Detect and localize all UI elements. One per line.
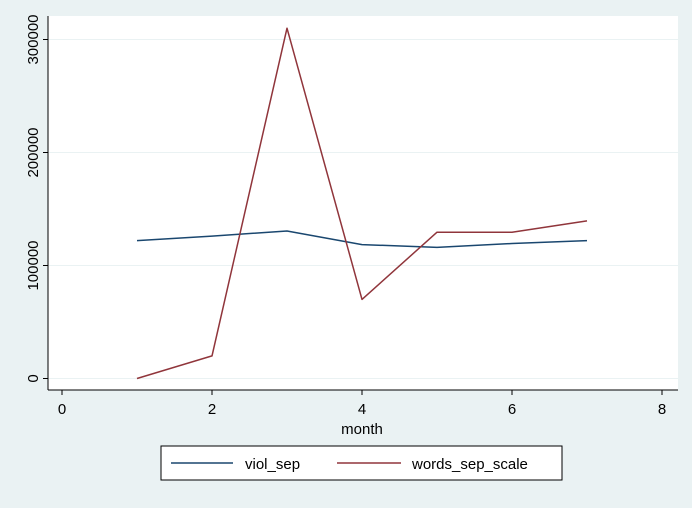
y-tick-label: 0 bbox=[25, 374, 42, 382]
y-tick-label: 300000 bbox=[25, 14, 42, 64]
x-tick-label: 4 bbox=[358, 401, 366, 418]
axes: 0 100000 200000 300000 0 2 4 6 8 bbox=[25, 14, 678, 418]
y-tick-label: 200000 bbox=[25, 127, 42, 177]
x-tick-label: 8 bbox=[658, 401, 666, 418]
x-tick-label: 0 bbox=[58, 401, 66, 418]
gridlines bbox=[48, 39, 678, 379]
y-tick-label: 100000 bbox=[25, 240, 42, 290]
series-lines bbox=[136, 27, 588, 380]
plot-area bbox=[48, 16, 678, 390]
legend: viol_sep words_sep_scale bbox=[160, 445, 563, 481]
series-line-viol-sep bbox=[136, 230, 588, 249]
x-tick-label: 2 bbox=[208, 401, 216, 418]
series-line-words-sep-scale bbox=[136, 27, 588, 380]
x-axis-label: month bbox=[341, 421, 383, 438]
legend-label: words_sep_scale bbox=[411, 456, 528, 473]
legend-label: viol_sep bbox=[245, 456, 300, 473]
x-tick-label: 6 bbox=[508, 401, 516, 418]
